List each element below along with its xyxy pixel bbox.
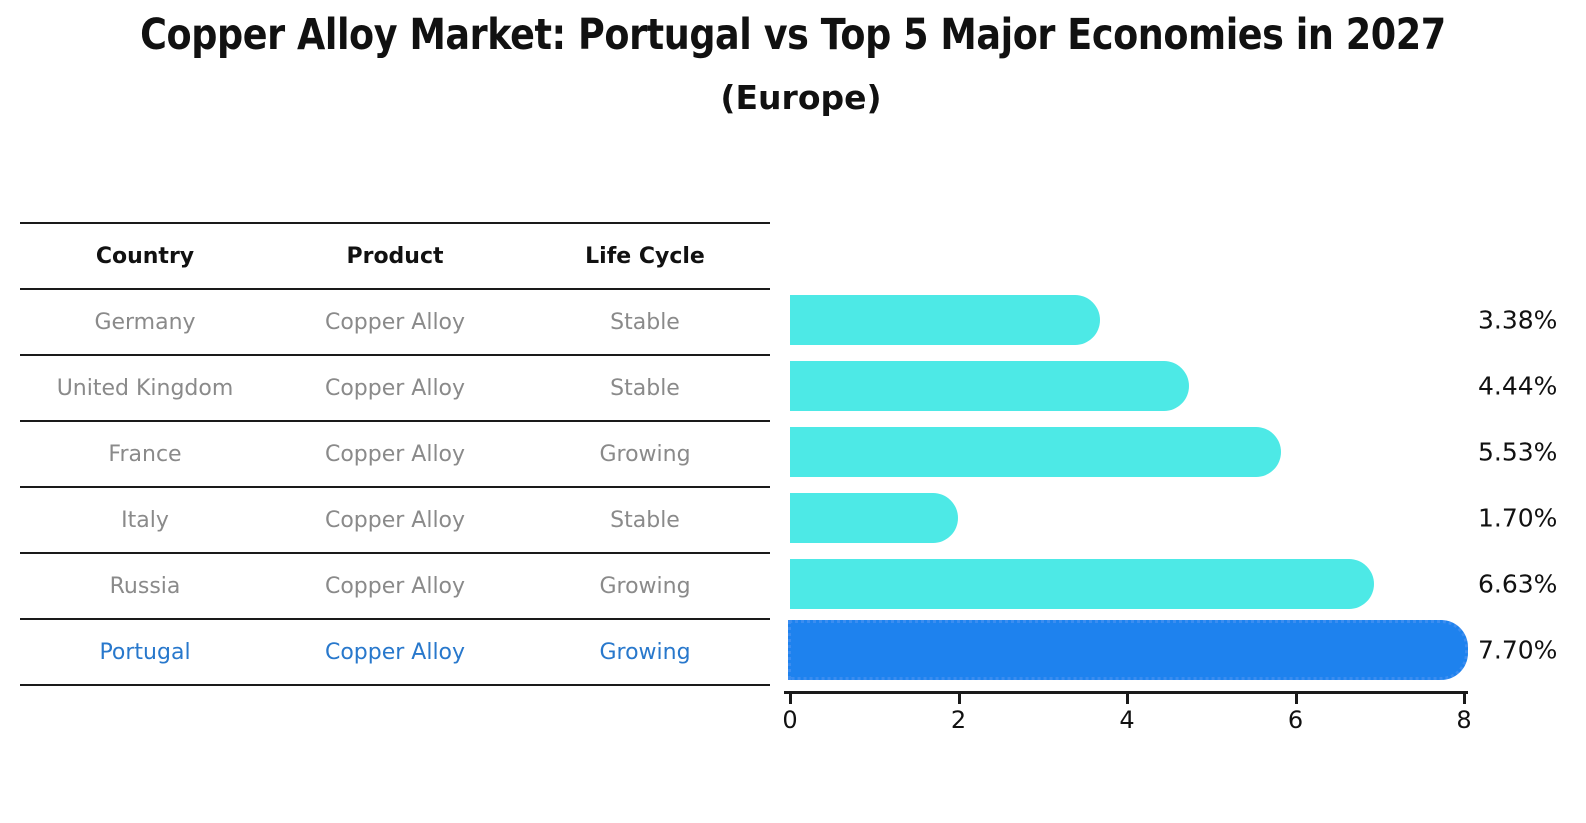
table-cell-country: Italy (121, 507, 169, 533)
x-axis-tick (1126, 694, 1129, 704)
table-header-product: Product (346, 243, 444, 269)
value-label-portugal: 7.70% (1478, 635, 1558, 665)
value-label-italy: 1.70% (1478, 503, 1558, 533)
table-cell-product: Copper Alloy (324, 375, 466, 401)
table-cell-country: Portugal (99, 639, 191, 665)
table-cell-life-cycle: Stable (610, 375, 680, 401)
x-axis-tick-label: 4 (1119, 706, 1135, 734)
table-cell-product: Copper Alloy (324, 309, 466, 335)
table-cell-life-cycle: Stable (610, 507, 680, 533)
chart-subtitle: (Europe) (720, 78, 882, 117)
table-row-united-kingdom: United Kingdom Copper Alloy Stable (20, 354, 770, 420)
table-cell-product: Copper Alloy (324, 573, 466, 599)
table-cell-life-cycle: Growing (599, 441, 691, 467)
x-axis-tick-label: 8 (1456, 706, 1472, 734)
table-row-portugal: Portugal Copper Alloy Growing (20, 618, 770, 686)
bar-germany (790, 295, 1100, 345)
bar-russia (790, 559, 1374, 609)
table-cell-life-cycle: Growing (599, 573, 691, 599)
x-axis-tick (789, 694, 792, 704)
table-cell-country: Russia (109, 573, 181, 599)
table-cell-country: United Kingdom (56, 375, 234, 401)
table-cell-life-cycle: Growing (599, 639, 691, 665)
value-label-united-kingdom: 4.44% (1478, 371, 1558, 401)
chart-title: Copper Alloy Market: Portugal vs Top 5 M… (140, 10, 1446, 60)
value-label-germany: 3.38% (1478, 305, 1558, 335)
table-cell-product: Copper Alloy (324, 441, 466, 467)
table-cell-country: France (108, 441, 182, 467)
table-header-row: Country Product Life Cycle (20, 222, 770, 288)
x-axis-tick-label: 6 (1287, 706, 1304, 734)
bar-france (790, 427, 1281, 477)
table-cell-product: Copper Alloy (324, 639, 466, 665)
bar-italy (790, 493, 959, 543)
table-row-germany: Germany Copper Alloy Stable (20, 288, 770, 354)
summary-table: Country Product Life Cycle Germany Copper Al… (20, 222, 770, 686)
table-cell-product: Copper Alloy (324, 507, 466, 533)
bar-portugal (788, 620, 1468, 680)
x-axis-line (784, 691, 1468, 694)
x-axis-tick (1463, 694, 1466, 704)
value-label-russia: 6.63% (1478, 569, 1558, 599)
table-row-russia: Russia Copper Alloy Growing (20, 552, 770, 618)
table-header-country: Country (95, 243, 195, 269)
table-row-france: France Copper Alloy Growing (20, 420, 770, 486)
table-cell-country: Germany (94, 309, 196, 335)
table-cell-life-cycle: Stable (610, 309, 680, 335)
table-row-italy: Italy Copper Alloy Stable (20, 486, 770, 552)
x-axis-tick (957, 694, 961, 704)
x-axis-tick (1294, 694, 1298, 704)
x-axis-tick-label: 0 (782, 706, 798, 734)
x-axis-tick-label: 2 (950, 706, 967, 734)
table-header-life-cycle: Life Cycle (585, 243, 705, 269)
bar-united-kingdom (790, 361, 1190, 411)
value-label-france: 5.53% (1478, 437, 1558, 467)
